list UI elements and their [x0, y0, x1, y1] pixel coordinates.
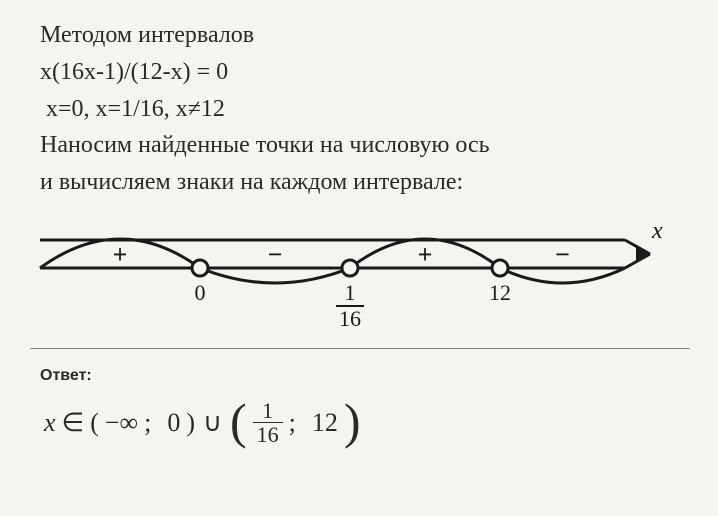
answer-var: x [44, 408, 56, 438]
big-open-paren: ( [230, 406, 247, 436]
neg-infinity: −∞ [105, 408, 138, 438]
title-line: Методом интервалов [40, 18, 688, 53]
svg-text:0: 0 [195, 280, 206, 305]
answer-expression: x ∈ (−∞; 0) ∪ ( 1 16 ; 12 ) [40, 399, 688, 446]
roots-line: x=0, x=1/16, x≠12 [40, 92, 688, 127]
close-paren-1: ) [186, 408, 195, 438]
union-symbol: ∪ [201, 408, 224, 438]
semicolon-1: ; [144, 408, 151, 438]
big-close-paren: ) [344, 406, 361, 436]
twelve: 12 [312, 408, 338, 438]
svg-text:−: − [555, 240, 570, 269]
element-of-symbol: ∈ [62, 408, 85, 438]
instruction-line-1: Наносим найденные точки на числовую ось [40, 128, 688, 163]
divider [30, 348, 690, 349]
number-line-svg: x + − + − 0 116 12 [30, 212, 670, 342]
frac-denominator: 16 [253, 422, 283, 446]
zero: 0 [167, 408, 180, 438]
equation-line: x(16x-1)/(12-x) = 0 [40, 55, 688, 90]
svg-text:1: 1 [345, 280, 356, 305]
instruction-line-2: и вычисляем знаки на каждом интервале: [40, 165, 688, 200]
svg-text:12: 12 [489, 280, 511, 305]
semicolon-2: ; [289, 408, 296, 438]
svg-text:−: − [268, 240, 283, 269]
open-paren-1: ( [90, 408, 99, 438]
svg-text:16: 16 [339, 306, 361, 331]
svg-text:+: + [113, 240, 128, 269]
number-line-diagram: x + − + − 0 116 12 [30, 212, 670, 342]
answer-fraction: 1 16 [253, 399, 283, 446]
svg-text:x: x [651, 218, 663, 244]
answer-label: Ответ: [40, 367, 688, 385]
svg-text:+: + [418, 240, 433, 269]
frac-numerator: 1 [258, 399, 277, 422]
